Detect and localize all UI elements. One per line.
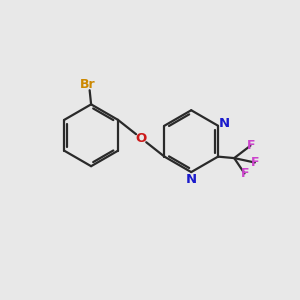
Text: O: O <box>136 132 147 145</box>
Text: N: N <box>186 173 197 186</box>
Text: N: N <box>219 117 230 130</box>
Text: Br: Br <box>80 78 96 92</box>
Text: F: F <box>251 156 260 169</box>
Text: F: F <box>241 167 249 180</box>
Text: F: F <box>247 139 255 152</box>
